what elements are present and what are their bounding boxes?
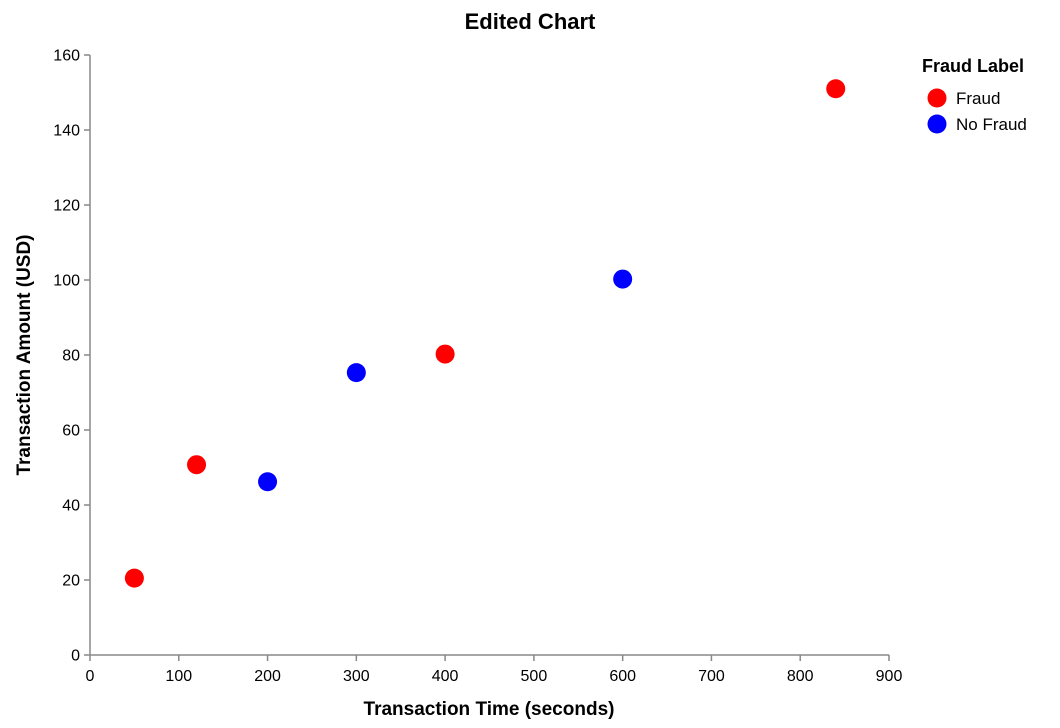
x-tick-label: 400 xyxy=(432,668,459,685)
y-tick-label: 40 xyxy=(62,498,80,515)
data-point-no-fraud[interactable] xyxy=(258,472,278,492)
legend: Fraud Label Fraud No Fraud xyxy=(922,56,1027,134)
legend-label-no-fraud: No Fraud xyxy=(956,115,1027,134)
legend-title: Fraud Label xyxy=(922,56,1024,76)
x-axis-title: Transaction Time (seconds) xyxy=(364,699,615,720)
y-axis-title: Transaction Amount (USD) xyxy=(14,234,35,475)
y-axis: 0 20 40 60 80 100 120 140 160 xyxy=(53,48,91,665)
x-tick-label: 800 xyxy=(787,668,814,685)
chart-title: Edited Chart xyxy=(465,9,596,34)
x-tick-label: 200 xyxy=(254,668,281,685)
y-tick-label: 80 xyxy=(62,348,80,365)
y-tick-label: 100 xyxy=(53,273,80,290)
x-tick-label: 600 xyxy=(609,668,636,685)
data-points xyxy=(124,79,846,588)
y-tick-label: 60 xyxy=(62,423,80,440)
legend-swatch-no-fraud xyxy=(927,114,947,134)
y-tick-label: 120 xyxy=(53,198,80,215)
x-tick-label: 0 xyxy=(86,668,95,685)
y-tick-label: 140 xyxy=(53,123,80,140)
data-point-no-fraud[interactable] xyxy=(613,269,633,289)
x-axis: 0 100 200 300 400 500 600 700 800 900 xyxy=(86,654,903,685)
data-point-no-fraud[interactable] xyxy=(346,363,366,383)
legend-swatch-fraud xyxy=(927,88,947,108)
data-point-fraud[interactable] xyxy=(124,568,144,588)
data-point-fraud[interactable] xyxy=(435,344,455,364)
x-tick-label: 700 xyxy=(698,668,725,685)
y-tick-label: 20 xyxy=(62,573,80,590)
y-tick-label: 160 xyxy=(53,48,80,65)
legend-label-fraud: Fraud xyxy=(956,89,1000,108)
data-point-fraud[interactable] xyxy=(826,79,846,99)
x-tick-label: 900 xyxy=(876,668,903,685)
x-tick-label: 500 xyxy=(521,668,548,685)
x-tick-label: 300 xyxy=(343,668,370,685)
data-point-fraud[interactable] xyxy=(187,455,207,475)
x-tick-label: 100 xyxy=(165,668,192,685)
y-tick-label: 0 xyxy=(71,648,80,665)
